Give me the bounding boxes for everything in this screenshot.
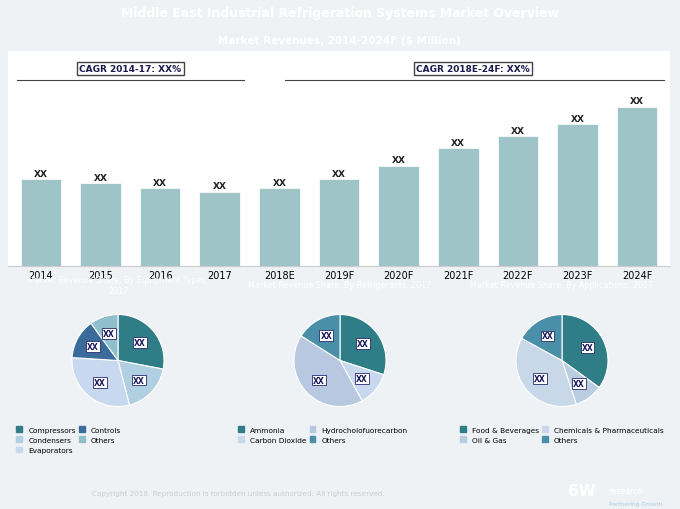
Text: Middle East Industrial Refrigeration Systems Market Overview: Middle East Industrial Refrigeration Sys…	[121, 7, 559, 20]
Text: XX: XX	[93, 173, 107, 182]
Wedge shape	[118, 361, 163, 405]
Text: XX: XX	[571, 115, 585, 123]
Text: Market Revenue Share, By Equipment Types,
2017: Market Revenue Share, By Equipment Types…	[28, 275, 208, 295]
Text: XX: XX	[534, 375, 546, 383]
Wedge shape	[340, 361, 384, 401]
Text: XX: XX	[630, 97, 644, 106]
Wedge shape	[301, 315, 340, 361]
Bar	[558, 125, 598, 267]
Bar	[20, 180, 61, 267]
Legend: Compressors, Condensers, Evaporators, Controls, Others: Compressors, Condensers, Evaporators, Co…	[16, 426, 122, 454]
Text: XX: XX	[581, 344, 593, 352]
Wedge shape	[562, 315, 608, 388]
Text: XX: XX	[134, 338, 146, 347]
Text: XX: XX	[332, 169, 346, 179]
Wedge shape	[91, 315, 118, 361]
Bar	[80, 184, 121, 267]
Bar	[378, 166, 419, 267]
Text: XX: XX	[573, 379, 585, 388]
Text: 6W: 6W	[568, 483, 596, 498]
Text: XX: XX	[103, 329, 115, 338]
Text: CAGR 2018E-24F: XX%: CAGR 2018E-24F: XX%	[416, 65, 530, 74]
Text: XX: XX	[133, 376, 145, 385]
Text: XX: XX	[34, 169, 48, 179]
Text: XX: XX	[511, 127, 525, 135]
Text: XX: XX	[320, 331, 332, 341]
Wedge shape	[516, 338, 576, 407]
Text: CAGR 2014-17: XX%: CAGR 2014-17: XX%	[79, 65, 182, 74]
Wedge shape	[72, 358, 129, 407]
Bar	[438, 149, 479, 267]
Text: XX: XX	[153, 178, 167, 187]
Wedge shape	[72, 324, 118, 361]
Wedge shape	[522, 315, 562, 361]
Wedge shape	[118, 315, 164, 370]
Text: XX: XX	[87, 343, 99, 352]
Text: XX: XX	[392, 156, 406, 165]
Text: XX: XX	[94, 378, 105, 387]
Bar	[259, 189, 300, 267]
Text: XX: XX	[357, 340, 369, 349]
Bar	[498, 137, 538, 267]
Text: Copyright 2018. Reproduction is forbidden unless authorized. All rights reserved: Copyright 2018. Reproduction is forbidde…	[92, 490, 384, 496]
Bar	[319, 180, 359, 267]
Bar	[617, 107, 658, 267]
Legend: Ammonia, Carbon Dioxide, Hydrocholofuorecarbon, Others: Ammonia, Carbon Dioxide, Hydrocholofuore…	[238, 426, 408, 444]
Wedge shape	[562, 361, 599, 405]
Text: research: research	[609, 486, 643, 495]
Text: XX: XX	[452, 138, 465, 148]
Text: XX: XX	[313, 376, 325, 385]
Text: Market Revenue Share, By Refrigerants, 2017: Market Revenue Share, By Refrigerants, 2…	[248, 281, 432, 290]
Bar	[140, 189, 180, 267]
Text: XX: XX	[356, 375, 368, 383]
Text: Market Revenue Share, By Applications, 2017: Market Revenue Share, By Applications, 2…	[471, 281, 653, 290]
Text: Market Revenues, 2014-2024F ($ Million): Market Revenues, 2014-2024F ($ Million)	[218, 36, 460, 46]
Legend: Food & Beverages, Oil & Gas, Chemicals & Pharmaceuticals, Others: Food & Beverages, Oil & Gas, Chemicals &…	[460, 426, 664, 444]
Text: Partnering Growth: Partnering Growth	[609, 501, 662, 506]
Text: XX: XX	[541, 332, 554, 341]
Wedge shape	[294, 336, 362, 407]
Text: XX: XX	[273, 178, 286, 187]
Text: XX: XX	[213, 182, 226, 191]
Wedge shape	[340, 315, 386, 375]
Bar	[199, 192, 240, 267]
